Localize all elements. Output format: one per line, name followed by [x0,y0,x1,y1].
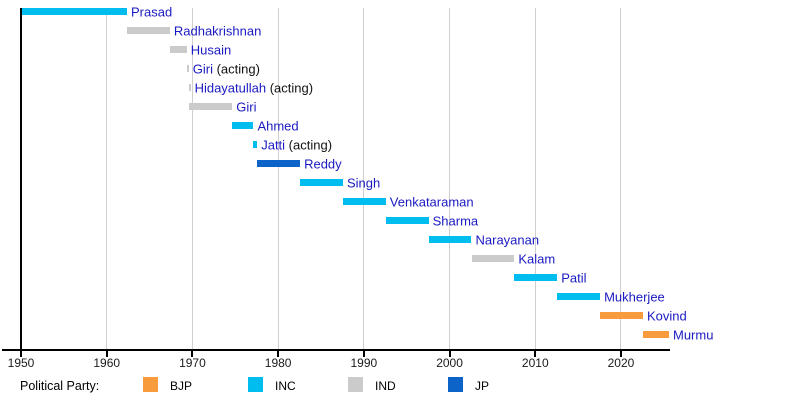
president-name: Ahmed [257,118,299,133]
legend-swatch-bjp [143,377,158,392]
president-label-mukherjee[interactable]: Mukherjee [604,290,665,303]
timeline-bar-giri [189,103,233,110]
timeline-bar-ahmed [232,122,254,129]
president-label-sharma[interactable]: Sharma [433,214,479,227]
president-label-kalam[interactable]: Kalam [518,252,555,265]
president-label-reddy[interactable]: Reddy [304,157,342,170]
timeline-bar-giri-acting [186,65,189,72]
timeline-bar-narayanan [428,236,472,243]
y-axis-line [20,8,22,349]
president-label-narayanan[interactable]: Narayanan [476,233,540,246]
timeline-bar-singh [300,179,343,186]
legend-label-inc: INC [275,379,296,393]
tick-label-2020: 2020 [607,356,635,370]
gridline-1990 [363,8,365,349]
timeline-bar-jatti-acting [253,141,258,148]
timeline-bar-kovind [600,312,643,319]
president-label-jatti-acting[interactable]: Jatti (acting) [261,138,332,151]
president-label-venkataraman[interactable]: Venkataraman [390,195,474,208]
timeline-bar-kalam [471,255,515,262]
legend-title: Political Party: [20,379,100,393]
timeline-bar-mukherjee [557,293,601,300]
gridline-1970 [191,8,193,349]
timeline-bar-sharma [385,217,429,224]
legend-swatch-jp [448,377,463,392]
president-name: Sharma [432,213,479,228]
president-name: Mukherjee [604,289,665,304]
gridline-2020 [620,8,622,349]
president-label-prasad[interactable]: Prasad [131,5,172,18]
tick-label-1990: 1990 [350,356,378,370]
president-label-ahmed[interactable]: Ahmed [257,119,298,132]
president-label-hidayatullah-acting[interactable]: Hidayatullah (acting) [195,81,314,94]
tick-label-1960: 1960 [93,356,121,370]
president-label-patil[interactable]: Patil [561,271,586,284]
x-axis-line [2,349,670,351]
president-label-murmu[interactable]: Murmu [673,328,713,341]
axis-tick-2000 [448,351,451,357]
president-name: Radhakrishnan [173,23,262,38]
timeline-bar-murmu [642,331,669,338]
axis-tick-1960 [105,351,108,357]
president-label-husain[interactable]: Husain [191,43,231,56]
president-name: Kalam [518,251,556,266]
legend-swatch-inc [248,377,263,392]
president-name: Reddy [304,156,342,171]
president-label-giri-acting[interactable]: Giri (acting) [193,62,260,75]
legend-swatch-ind [348,377,363,392]
axis-tick-1990 [362,351,365,357]
axis-tick-1970 [191,351,194,357]
president-label-kovind[interactable]: Kovind [647,309,687,322]
president-name: Narayanan [475,232,540,247]
timeline-bar-husain [169,46,187,53]
axis-tick-2020 [619,351,622,357]
gridline-2000 [449,8,451,349]
president-label-radhakrishnan[interactable]: Radhakrishnan [174,24,261,37]
timeline-bar-radhakrishnan [127,27,170,34]
acting-suffix: (acting) [212,61,260,76]
gridline-1980 [277,8,279,349]
president-name: Husain [190,42,232,57]
president-name: Singh [346,175,381,190]
tick-label-2000: 2000 [436,356,463,370]
legend-label-jp: JP [475,379,490,393]
president-label-giri[interactable]: Giri [236,100,256,113]
legend-label-ind: IND [375,379,396,393]
axis-tick-2010 [534,351,537,357]
legend-label-bjp: BJP [170,379,193,393]
timeline-bar-hidayatullah-acting [188,84,191,91]
axis-tick-1950 [20,351,22,357]
president-name: Hidayatullah [194,80,267,95]
timeline-bar-patil [514,274,558,281]
timeline-bar-venkataraman [342,198,386,205]
timeline-bar-reddy [257,160,301,167]
president-label-singh[interactable]: Singh [347,176,380,189]
president-name: Jatti [261,137,286,152]
axis-tick-1980 [277,351,280,357]
tick-label-1950: 1950 [7,356,35,370]
gridline-2010 [534,8,536,349]
president-name: Venkataraman [389,194,474,209]
president-name: Kovind [646,308,687,323]
gridline-1960 [106,8,108,349]
tick-label-1980: 1980 [264,356,292,370]
president-name: Murmu [672,327,714,342]
president-name: Patil [561,270,587,285]
president-name: Giri [236,99,257,114]
president-name: Giri [192,61,213,76]
timeline-bar-prasad [21,8,128,15]
president-name: Prasad [131,4,173,19]
acting-suffix: (acting) [266,80,314,95]
acting-suffix: (acting) [285,137,333,152]
tick-label-2010: 2010 [521,356,549,370]
tick-label-1970: 1970 [179,356,206,370]
